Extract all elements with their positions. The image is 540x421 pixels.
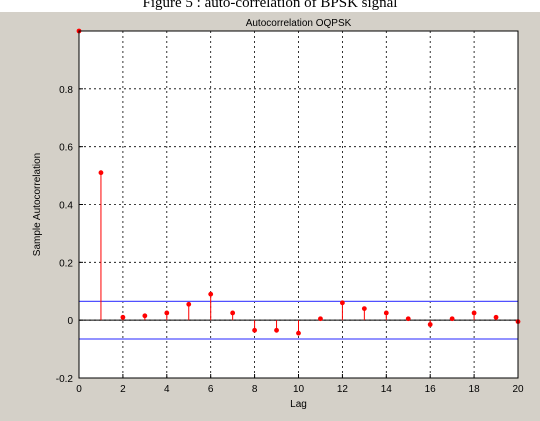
stem-lag-10	[296, 320, 301, 336]
stem-lag-7	[230, 310, 236, 321]
stem-lag-12	[340, 300, 345, 321]
stem-lag-6	[208, 291, 214, 321]
stem-lag-3	[142, 313, 148, 321]
stem-lag-8	[252, 320, 257, 333]
stem-marker	[98, 170, 104, 176]
y-axis-ticks: -0.2 0 0.2 0.4 0.6 0.8	[56, 85, 83, 385]
x-tick-label: 18	[469, 384, 481, 395]
stem-marker	[427, 322, 433, 327]
x-tick-label: 14	[381, 384, 393, 395]
stem-lag-13	[361, 306, 367, 321]
stem-lag-4	[164, 310, 170, 321]
stem-marker	[296, 330, 301, 336]
stem-lag-2	[120, 314, 126, 321]
x-tick-label: 4	[164, 384, 170, 395]
stem-lag-9	[274, 320, 279, 333]
stem-marker	[252, 327, 257, 333]
figure-caption: Figure 5 : auto-correlation of BPSK sign…	[142, 0, 398, 11]
stem-lag-16	[427, 320, 433, 327]
figure-window: 0 2 4 6 8 10 12 14 16 18 20 -0.2 0 0.2 0.4 0.6 0.8 Auto…	[0, 12, 540, 421]
stem-marker	[471, 310, 477, 316]
chart-title: Autocorrelation OQPSK	[246, 18, 352, 29]
stem-marker	[383, 310, 389, 316]
stem-lag-17	[449, 316, 455, 322]
stem-marker	[318, 316, 323, 322]
x-axis-title: Lag	[290, 399, 307, 410]
autocorrelation-chart: 0 2 4 6 8 10 12 14 16 18 20 -0.200.20.40.60.8 Auto…	[32, 18, 524, 410]
stem-marker	[142, 313, 148, 319]
stem-marker	[120, 314, 126, 320]
y-tick-label: 0.6	[59, 143, 73, 154]
y-tick-label: 0.4	[59, 201, 73, 212]
confidence-bounds	[79, 300, 518, 340]
x-tick-label: 2	[120, 384, 126, 395]
stem-marker	[274, 327, 279, 333]
y-tick-label: -0.2	[56, 374, 74, 385]
stem-marker	[340, 300, 345, 306]
stem-lag-1	[98, 170, 104, 321]
y-tick-label: 0.2	[59, 258, 73, 269]
stem-lag-5	[186, 301, 192, 321]
y-tick-label: 0	[67, 316, 73, 327]
stem-lag-11	[318, 316, 323, 322]
x-tick-label: 12	[337, 384, 349, 395]
x-tick-label: 16	[425, 384, 437, 395]
x-axis-ticks: 0 2 4 6 8 10 12 14 16 18 20	[76, 374, 524, 395]
stem-marker	[493, 314, 499, 320]
x-tick-label: 8	[252, 384, 258, 395]
stem-marker	[208, 291, 214, 297]
stem-lag-14	[383, 310, 389, 321]
stem-marker	[230, 310, 236, 316]
stem-marker	[186, 301, 192, 307]
y-tick-label: 0.8	[59, 85, 73, 96]
stem-marker	[405, 316, 411, 322]
stem-lag-15	[405, 316, 411, 322]
stem-marker	[361, 306, 367, 311]
stem-marker	[449, 316, 455, 322]
stem-lag-18	[471, 310, 477, 321]
y-axis-title: Sample Autocorrelation	[32, 153, 43, 256]
x-tick-label: 20	[512, 384, 524, 395]
x-tick-label: 0	[76, 384, 82, 395]
stem-lag-19	[493, 314, 499, 321]
x-tick-label: 10	[293, 384, 305, 395]
stem-marker	[164, 310, 170, 316]
x-tick-label: 6	[208, 384, 214, 395]
